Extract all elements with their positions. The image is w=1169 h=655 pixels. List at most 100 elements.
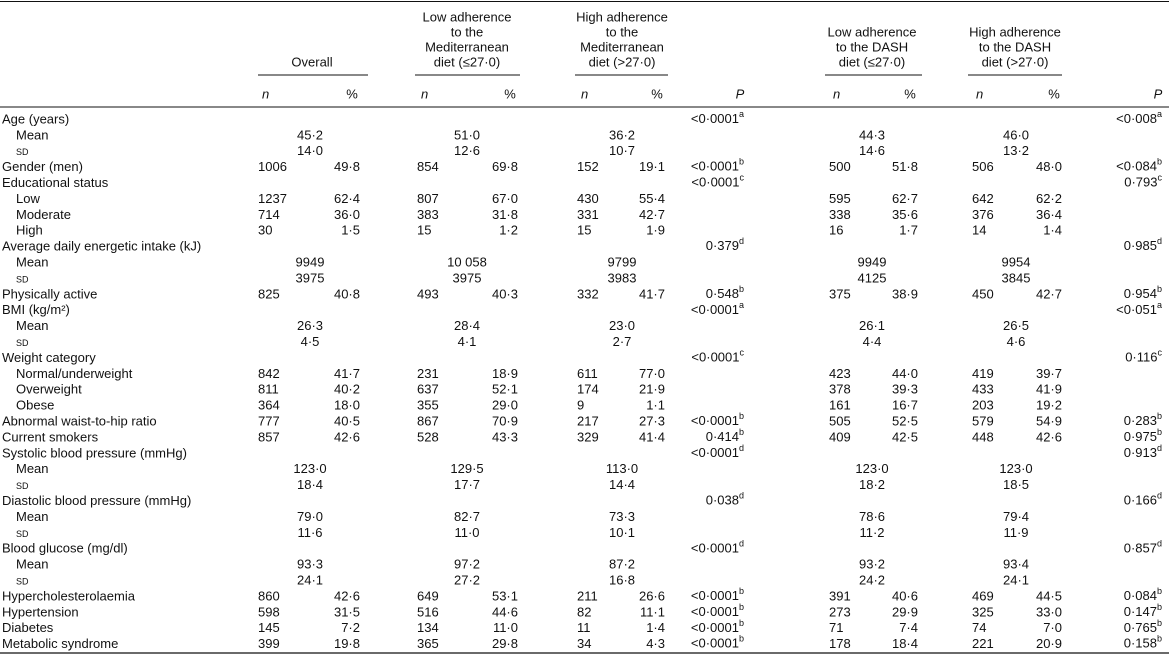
cell-stat: 4·5: [301, 334, 320, 349]
p-value-text: <0·0001: [691, 414, 739, 429]
p-value-text: <0·084: [1116, 159, 1157, 174]
cell-pct: 31·5: [334, 604, 360, 619]
p-value-sup: d: [1157, 539, 1162, 549]
p-value-sup: b: [739, 427, 744, 437]
p-value-text: 0·166: [1124, 493, 1157, 508]
cell-pct: 1·7: [899, 223, 918, 238]
cell-pct: 11·1: [640, 604, 665, 619]
p-value-text: 0·379: [706, 239, 739, 254]
cell-n: 14: [972, 223, 986, 238]
p-value-sup: b: [739, 634, 744, 644]
p-value: 0·985d: [1124, 237, 1162, 254]
cell-pct: 29·0: [492, 398, 518, 413]
cell-pct: 7·4: [899, 620, 918, 635]
p-value-text: 0·283: [1124, 414, 1157, 429]
row-label: Current smokers: [2, 429, 99, 444]
cell-pct: 41·9: [1036, 382, 1062, 397]
row-label: Gender (men): [2, 159, 83, 174]
p-value-sup: b: [1157, 586, 1162, 596]
p-value-sup: d: [739, 237, 744, 247]
p-value-sup: b: [1157, 284, 1162, 294]
cell-stat: 123·0: [293, 461, 326, 476]
cell-pct: 53·1: [492, 588, 518, 603]
p-value-text: <0·051: [1116, 302, 1157, 317]
cell-pct: 67·0: [492, 191, 518, 206]
cell-stat: 3975: [296, 270, 325, 285]
p-value-sup: c: [740, 173, 745, 183]
row-label: Diastolic blood pressure (mmHg): [2, 493, 191, 508]
cell-pct: 43·3: [492, 429, 518, 444]
cell-n: 433: [972, 382, 994, 397]
cell-pct: 44·5: [1036, 588, 1062, 603]
p-value-sup: b: [1157, 618, 1162, 628]
cell-pct: 70·9: [492, 414, 518, 429]
p-value-sup: d: [1157, 443, 1162, 453]
cell-pct: 1·4: [1043, 223, 1062, 238]
column-header: diet (≤27·0): [839, 54, 905, 69]
cell-pct: 18·4: [892, 636, 918, 651]
p-value-sup: a: [1157, 300, 1162, 310]
row-label: Educational status: [2, 175, 109, 190]
p-value: 0·548b: [706, 284, 744, 301]
p-value: <0·051a: [1116, 300, 1162, 317]
cell-n: 595: [829, 191, 851, 206]
p-value: 0·116c: [1125, 348, 1162, 365]
cell-pct: 77·0: [639, 366, 665, 381]
p-value: 0·158b: [1124, 634, 1162, 651]
p-value-text: 0·793: [1124, 175, 1157, 190]
row-label: Mean: [16, 557, 49, 572]
cell-pct: 55·4: [639, 191, 665, 206]
cell-stat: 73·3: [609, 509, 635, 524]
cell-pct: 42·7: [1036, 286, 1062, 301]
cell-pct: 42·5: [892, 429, 918, 444]
cell-stat: 9949: [296, 255, 325, 270]
cell-stat: 23·0: [609, 318, 635, 333]
cell-stat: 11·6: [297, 525, 322, 540]
row-label: Mean: [16, 461, 49, 476]
cell-stat: 44·3: [859, 127, 885, 142]
cell-pct: 26·6: [639, 588, 665, 603]
cell-n: 178: [829, 636, 851, 651]
p-value: 0·857d: [1124, 539, 1162, 556]
cell-stat: 9954: [1002, 255, 1031, 270]
cell-stat: 2·7: [613, 334, 632, 349]
cell-n: 516: [417, 604, 439, 619]
cell-stat: 13·2: [1003, 143, 1029, 158]
column-header: to the DASH: [979, 39, 1051, 54]
cell-stat: 129·5: [450, 461, 483, 476]
row-label: Age (years): [2, 111, 69, 126]
row-label: BMI (kg/m²): [2, 302, 70, 317]
p-value: 0·793c: [1124, 173, 1162, 190]
row-label: sd: [16, 573, 29, 588]
p-value-sup: c: [1158, 173, 1163, 183]
cell-stat: 123·0: [855, 461, 888, 476]
cell-pct: 51·8: [892, 159, 918, 174]
row-label: Low: [16, 191, 40, 206]
cell-pct: 40·8: [334, 286, 360, 301]
cell-pct: 41·7: [639, 286, 665, 301]
cell-n: 145: [258, 620, 280, 635]
cell-n: 378: [829, 382, 851, 397]
subheader: %: [904, 86, 916, 101]
cell-n: 642: [972, 191, 994, 206]
cell-stat: 93·4: [1003, 557, 1029, 572]
p-value-text: <0·0001: [691, 350, 739, 365]
row-label: Average daily energetic intake (kJ): [2, 239, 201, 254]
cell-n: 338: [829, 207, 851, 222]
row-label: Mean: [16, 127, 49, 142]
row-label: Hypertension: [2, 604, 79, 619]
row-label: sd: [16, 525, 29, 540]
p-value: 0·379d: [706, 237, 744, 254]
cell-pct: 54·9: [1036, 414, 1062, 429]
cell-stat: 4125: [858, 270, 887, 285]
row-label: Hypercholesterolaemia: [2, 588, 136, 603]
cell-n: 376: [972, 207, 994, 222]
p-value: 0·166d: [1124, 491, 1162, 508]
cell-pct: 19·1: [639, 159, 665, 174]
cell-stat: 113·0: [606, 461, 638, 476]
column-header: High adherence: [576, 9, 668, 24]
p-value-text: <0·0001: [691, 175, 739, 190]
row-label: Normal/underweight: [16, 366, 133, 381]
p-value-sup: c: [1158, 348, 1163, 358]
row-label: Diabetes: [2, 620, 54, 635]
